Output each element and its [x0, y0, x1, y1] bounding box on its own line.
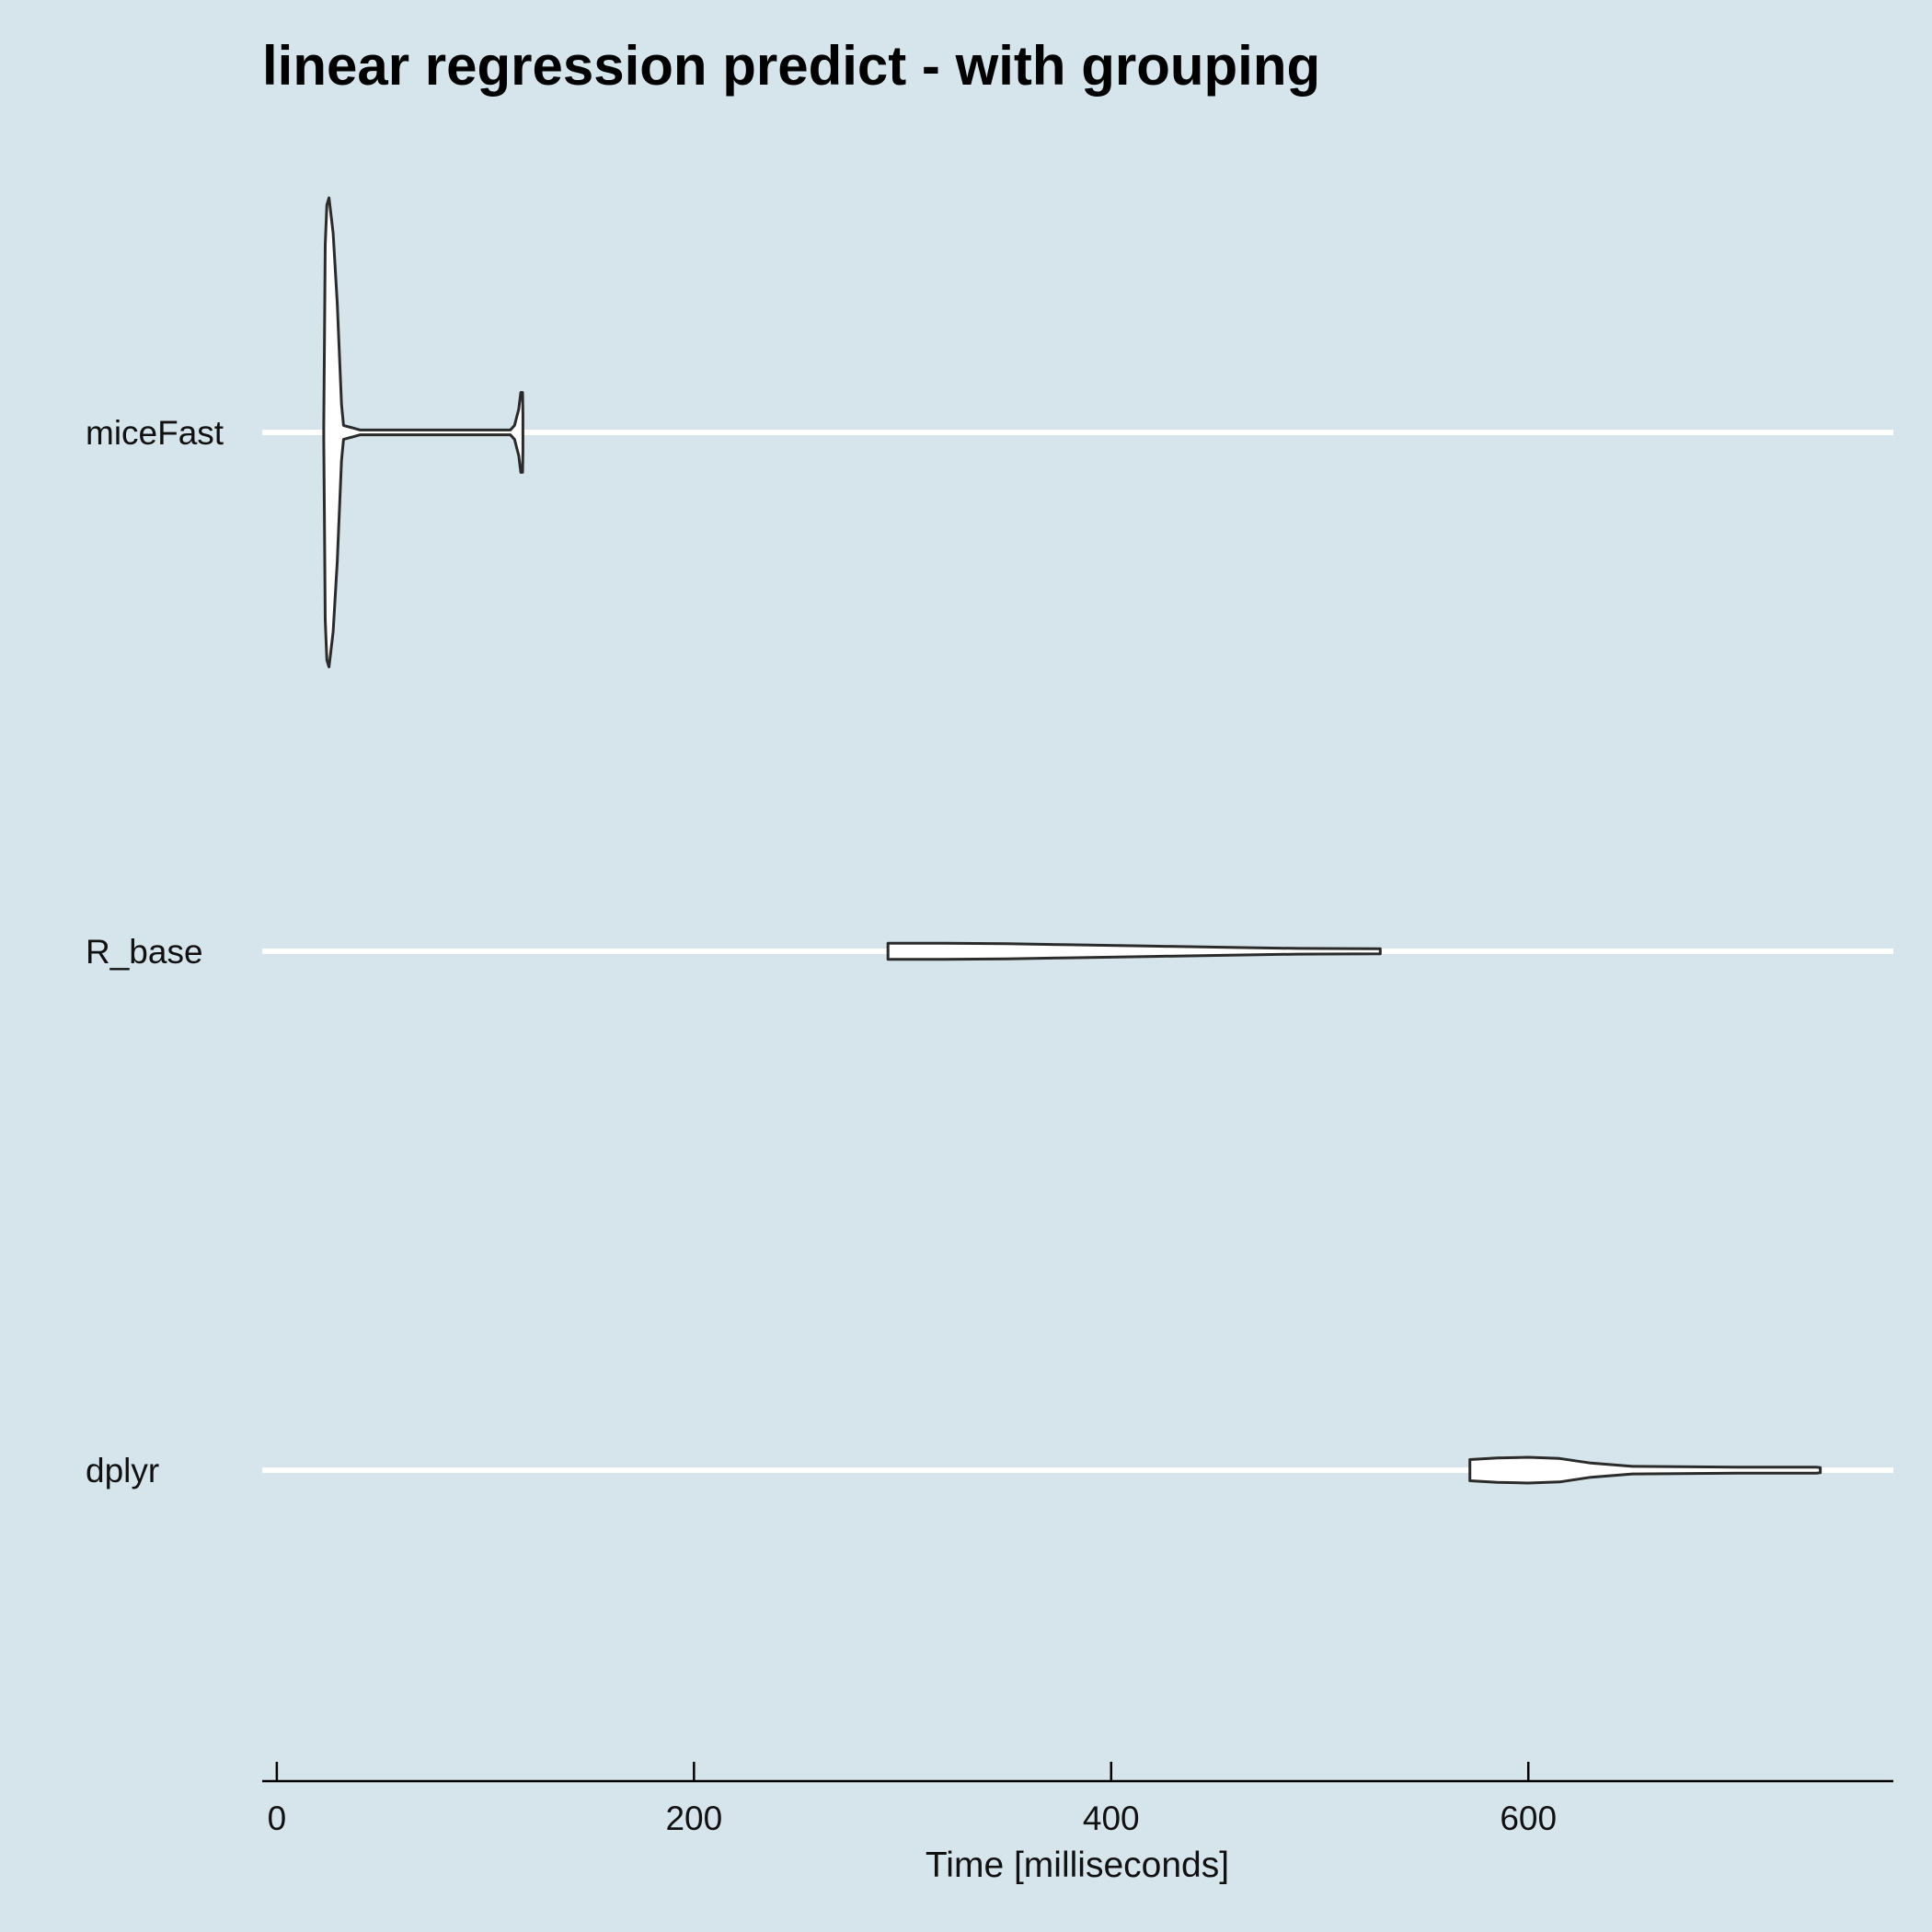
category-label-R_base: R_base: [86, 933, 203, 971]
x-tick-label-200: 200: [665, 1800, 722, 1837]
x-tick-label-0: 0: [268, 1800, 287, 1837]
x-axis-ticks: 0 200 400 600: [268, 1762, 1557, 1837]
x-axis-title: Time [milliseconds]: [926, 1846, 1229, 1885]
violin-miceFast: [322, 196, 524, 669]
x-tick-label-400: 400: [1083, 1800, 1140, 1837]
x-tick-label-600: 600: [1500, 1800, 1557, 1837]
violin-R_base: [886, 941, 1382, 961]
violin-dplyr: [1468, 1455, 1823, 1485]
violins: [322, 196, 1823, 1485]
category-label-dplyr: dplyr: [86, 1452, 159, 1489]
category-label-miceFast: miceFast: [86, 414, 224, 452]
chart-title: linear regression predict - with groupin…: [262, 35, 1320, 97]
